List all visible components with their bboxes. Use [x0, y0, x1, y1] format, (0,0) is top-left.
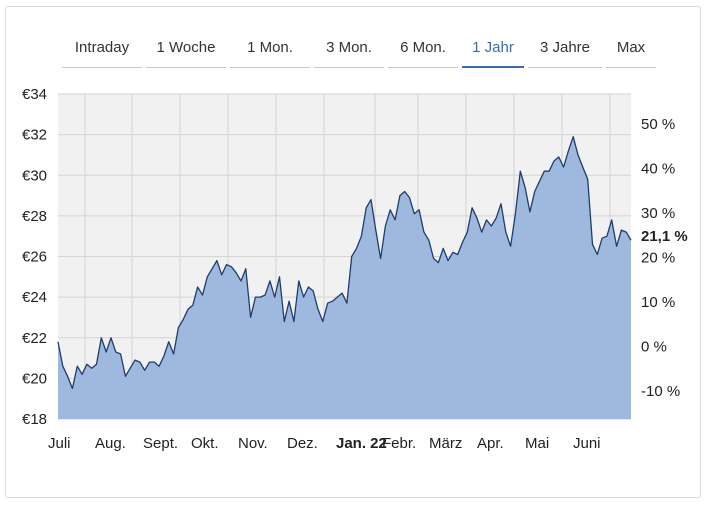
- tab-3-mon[interactable]: 3 Mon.: [314, 36, 384, 68]
- x-tick-label: Juli: [48, 435, 71, 452]
- x-tick-label: Aug.: [95, 435, 126, 452]
- price-line: [57, 136, 632, 390]
- y2-tick-label: 0 %: [641, 338, 667, 355]
- y-tick-label: €32: [22, 127, 47, 144]
- x-tick-label: Dez.: [287, 435, 318, 452]
- x-tick-label: Okt.: [191, 435, 219, 452]
- y2-tick-label: 40 %: [641, 160, 675, 177]
- y2-tick-label: 30 %: [641, 205, 675, 222]
- timeframe-tabs: Intraday 1 Woche 1 Mon. 3 Mon. 6 Mon. 1 Jahr 3…: [62, 36, 660, 70]
- tab-1-woche[interactable]: 1 Woche: [146, 36, 226, 68]
- y-tick-label: €22: [22, 330, 47, 347]
- x-tick-label: März: [429, 435, 462, 452]
- x-tick-label: Jan. 22: [336, 435, 387, 452]
- y-tick-label: €24: [22, 289, 47, 306]
- y-tick-label: €18: [22, 411, 47, 428]
- x-tick-label: Apr.: [477, 435, 504, 452]
- tab-max[interactable]: Max: [606, 36, 656, 68]
- y-tick-label: €30: [22, 167, 47, 184]
- tab-intraday[interactable]: Intraday: [62, 36, 142, 68]
- y-tick-label: €28: [22, 208, 47, 225]
- y-tick-label: €20: [22, 370, 47, 387]
- x-tick-label: Febr.: [382, 435, 416, 452]
- y-tick-label: €34: [22, 86, 47, 103]
- y-tick-label: €26: [22, 249, 47, 266]
- x-tick-label: Nov.: [238, 435, 268, 452]
- y2-tick-label: 50 %: [641, 116, 675, 133]
- x-tick-label: Mai: [525, 435, 549, 452]
- y2-tick-label: 20 %: [641, 249, 675, 266]
- y2-tick-label: -10 %: [641, 383, 680, 400]
- price-area: [58, 136, 631, 419]
- tab-1-jahr[interactable]: 1 Jahr: [462, 36, 524, 68]
- tab-1-mon[interactable]: 1 Mon.: [230, 36, 310, 68]
- tab-6-mon[interactable]: 6 Mon.: [388, 36, 458, 68]
- x-tick-label: Juni: [573, 435, 601, 452]
- y2-tick-label: 10 %: [641, 294, 675, 311]
- tab-3-jahre[interactable]: 3 Jahre: [528, 36, 602, 68]
- x-tick-label: Sept.: [143, 435, 178, 452]
- current-change-label: 21,1 %: [641, 228, 688, 245]
